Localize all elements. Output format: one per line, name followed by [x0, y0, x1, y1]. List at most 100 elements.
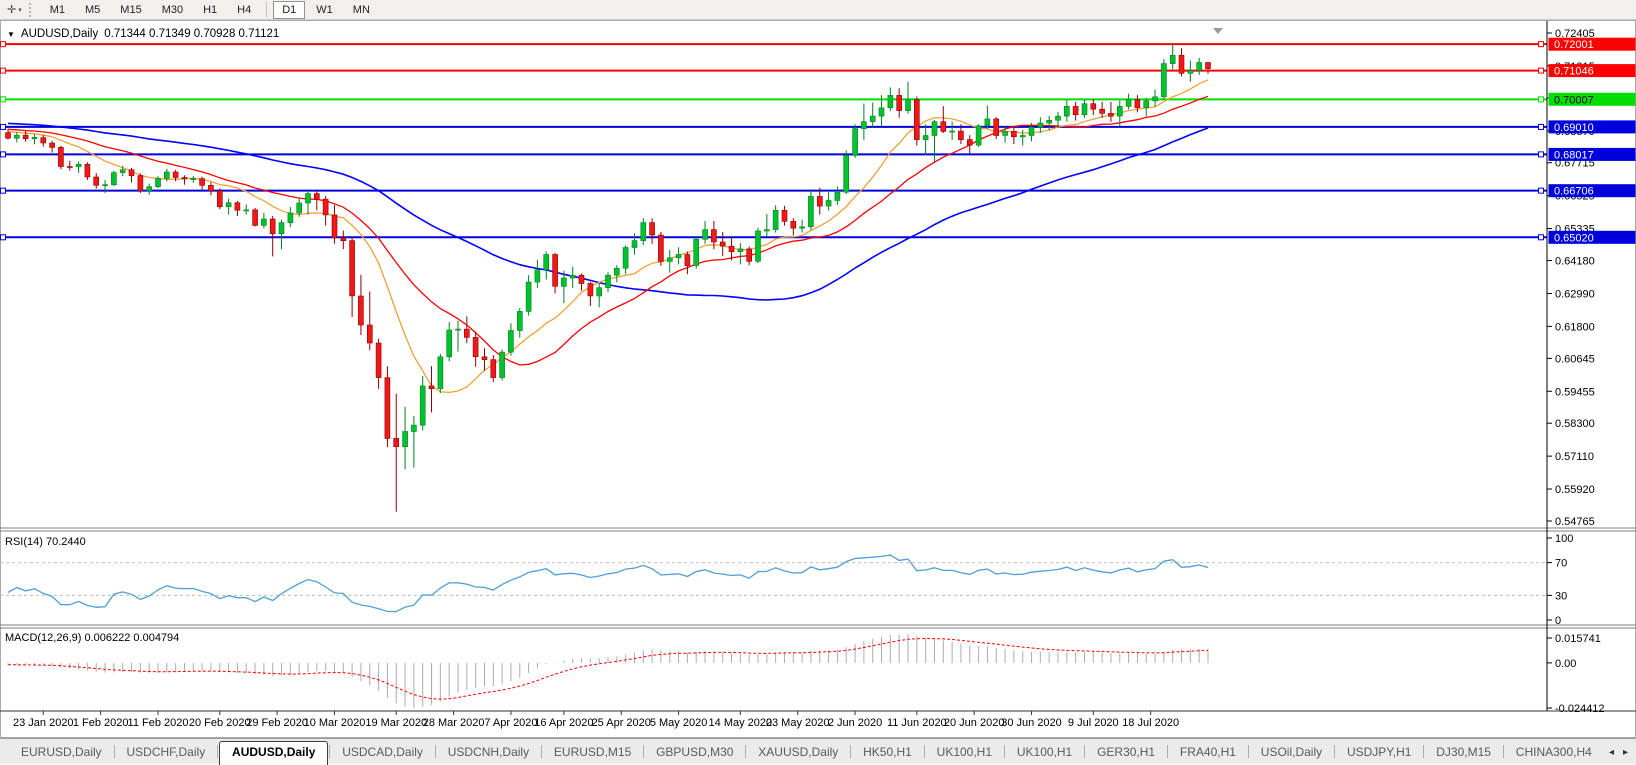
line-handle-right[interactable] [1538, 123, 1544, 130]
scroll-right-icon[interactable]: ▸ [1622, 747, 1628, 758]
chart-window[interactable]: 100 70 30 0 0.015741 0.00 -0.024412 0.72405 0.71… [0, 20, 1636, 738]
line-handle-left[interactable] [0, 41, 6, 48]
line-handle-right[interactable] [1538, 151, 1544, 158]
date-axis-label: 30 Jun 2020 [1001, 717, 1062, 729]
chart-tab-uk100-h1[interactable]: UK100,H1 [1016, 745, 1073, 759]
candle [428, 385, 435, 389]
price-axis-label: 0.72405 [1555, 28, 1595, 40]
candle [1152, 96, 1158, 102]
candle [1072, 106, 1079, 116]
date-axis-label: 19 Mar 2020 [365, 717, 427, 729]
line-handle-right[interactable] [1538, 41, 1544, 48]
timeframe-button-w1[interactable]: W1 [316, 3, 333, 16]
candle [1117, 106, 1123, 117]
price-axis-label: 0.58300 [1555, 418, 1595, 430]
chart-tab-usdjpy-h1[interactable]: USDJPY,H1 [1346, 745, 1412, 759]
price-tag-0.69010[interactable]: 0.69010 [1548, 120, 1636, 134]
candle [31, 137, 38, 140]
candle [631, 240, 638, 248]
candle [1178, 54, 1185, 74]
line-handle-right[interactable] [1538, 67, 1544, 74]
candle [463, 328, 470, 338]
chart-tab-usdcad-daily[interactable]: USDCAD,Daily [342, 745, 423, 759]
scroll-left-icon[interactable]: ◂ [1608, 747, 1614, 758]
horizontal-line-0.69010[interactable] [0, 123, 1547, 130]
candle [14, 134, 20, 139]
chart-shift-triangle-icon[interactable] [1213, 28, 1223, 34]
date-axis-label: 25 Apr 2020 [592, 717, 651, 729]
candle [949, 130, 955, 133]
horizontal-line-0.70007[interactable] [0, 96, 1547, 103]
timeframe-button-m30[interactable]: M30 [161, 3, 184, 16]
svg-text:0.68017: 0.68017 [1554, 149, 1594, 161]
candle [799, 226, 805, 229]
candle [67, 166, 73, 168]
chart-tab-audusd-daily[interactable]: AUDUSD,Daily [219, 741, 329, 765]
line-handle-left[interactable] [0, 123, 6, 130]
candle [102, 184, 108, 186]
price-tag-0.72001[interactable]: 0.72001 [1548, 37, 1636, 52]
line-handle-right[interactable] [1538, 187, 1544, 194]
candle [940, 121, 947, 132]
candle [199, 178, 205, 186]
chart-tab-china300-h4[interactable]: CHINA300,H4 [1515, 745, 1592, 759]
timeframe-button-m5[interactable]: M5 [85, 3, 101, 16]
line-handle-left[interactable] [0, 96, 6, 103]
toolbar-grip[interactable] [28, 2, 34, 17]
chart-tab-ger30-h1[interactable]: GER30,H1 [1097, 745, 1156, 759]
date-axis-label: 5 May 2020 [650, 717, 707, 729]
timeframe-button-d1[interactable]: D1 [273, 0, 306, 19]
chart-tab-dj30-m15[interactable]: DJ30,M15 [1436, 745, 1491, 759]
candle [402, 431, 408, 447]
horizontal-line-0.72001[interactable] [0, 41, 1547, 48]
price-chart-svg[interactable]: 100 70 30 0 0.015741 0.00 -0.024412 0.72405 0.71… [0, 20, 1636, 738]
date-axis-label: 29 Feb 2020 [246, 717, 308, 729]
chart-tab-usoil-daily[interactable]: USOil,Daily [1260, 745, 1323, 759]
candle [737, 248, 744, 252]
tab-separator [643, 745, 645, 758]
dropdown-triangle-icon[interactable]: ▼ [7, 29, 15, 39]
chart-tab-eurusd-daily[interactable]: EURUSD,Daily [21, 745, 102, 759]
chart-tab-gbpusd-m30[interactable]: GBPUSD,M30 [656, 745, 734, 759]
horizontal-line-0.71046[interactable] [0, 67, 1547, 74]
cursor-tool-button[interactable]: ✛ ▾ [3, 1, 26, 19]
timeframe-button-h4[interactable]: H4 [237, 3, 252, 16]
horizontal-line-0.65020[interactable] [0, 234, 1547, 241]
line-handle-left[interactable] [0, 234, 6, 241]
candle [569, 274, 576, 279]
tab-separator [1334, 745, 1335, 758]
chart-tab-usdcnh-daily[interactable]: USDCNH,Daily [447, 745, 530, 759]
price-tag-0.71046[interactable]: 0.71046 [1548, 64, 1636, 78]
price-tag-0.66706[interactable]: 0.66706 [1548, 184, 1636, 198]
chart-tab-fra40-h1[interactable]: FRA40,H1 [1179, 745, 1236, 759]
chart-tab-eurusd-m15[interactable]: EURUSD,M15 [553, 745, 632, 759]
chart-tab-hk50-h1[interactable]: HK50,H1 [863, 745, 912, 759]
line-handle-right[interactable] [1538, 234, 1544, 241]
tab-separator [1004, 745, 1005, 758]
price-tag-0.65020[interactable]: 0.65020 [1548, 230, 1636, 245]
candle [1046, 120, 1052, 124]
chart-tab-xauusd-daily[interactable]: XAUUSD,Daily [758, 745, 839, 759]
price-tag-0.70007[interactable]: 0.70007 [1548, 92, 1636, 107]
line-handle-left[interactable] [0, 151, 6, 158]
timeframe-button-mn[interactable]: MN [352, 3, 370, 16]
candle [790, 221, 797, 229]
candle [763, 229, 770, 232]
chart-tab-uk100-h1[interactable]: UK100,H1 [936, 745, 993, 759]
timeframe-button-h1[interactable]: H1 [203, 3, 218, 16]
line-handle-left[interactable] [0, 187, 6, 194]
line-handle-right[interactable] [1538, 96, 1544, 103]
chart-tab-usdchf-daily[interactable]: USDCHF,Daily [126, 745, 206, 759]
horizontal-line-0.68017[interactable] [0, 151, 1547, 158]
horizontal-line-0.66706[interactable] [0, 187, 1547, 194]
price-tag-0.68017[interactable]: 0.68017 [1548, 147, 1636, 162]
candle [446, 329, 453, 358]
candle [411, 424, 417, 432]
date-axis-label: 14 May 2020 [709, 717, 773, 729]
timeframe-button-m15[interactable]: M15 [120, 3, 142, 16]
candle [984, 118, 991, 127]
candle [1161, 63, 1167, 98]
chart-frame [0, 20, 1636, 738]
timeframe-button-m1[interactable]: M1 [49, 3, 66, 16]
line-handle-left[interactable] [0, 67, 6, 74]
